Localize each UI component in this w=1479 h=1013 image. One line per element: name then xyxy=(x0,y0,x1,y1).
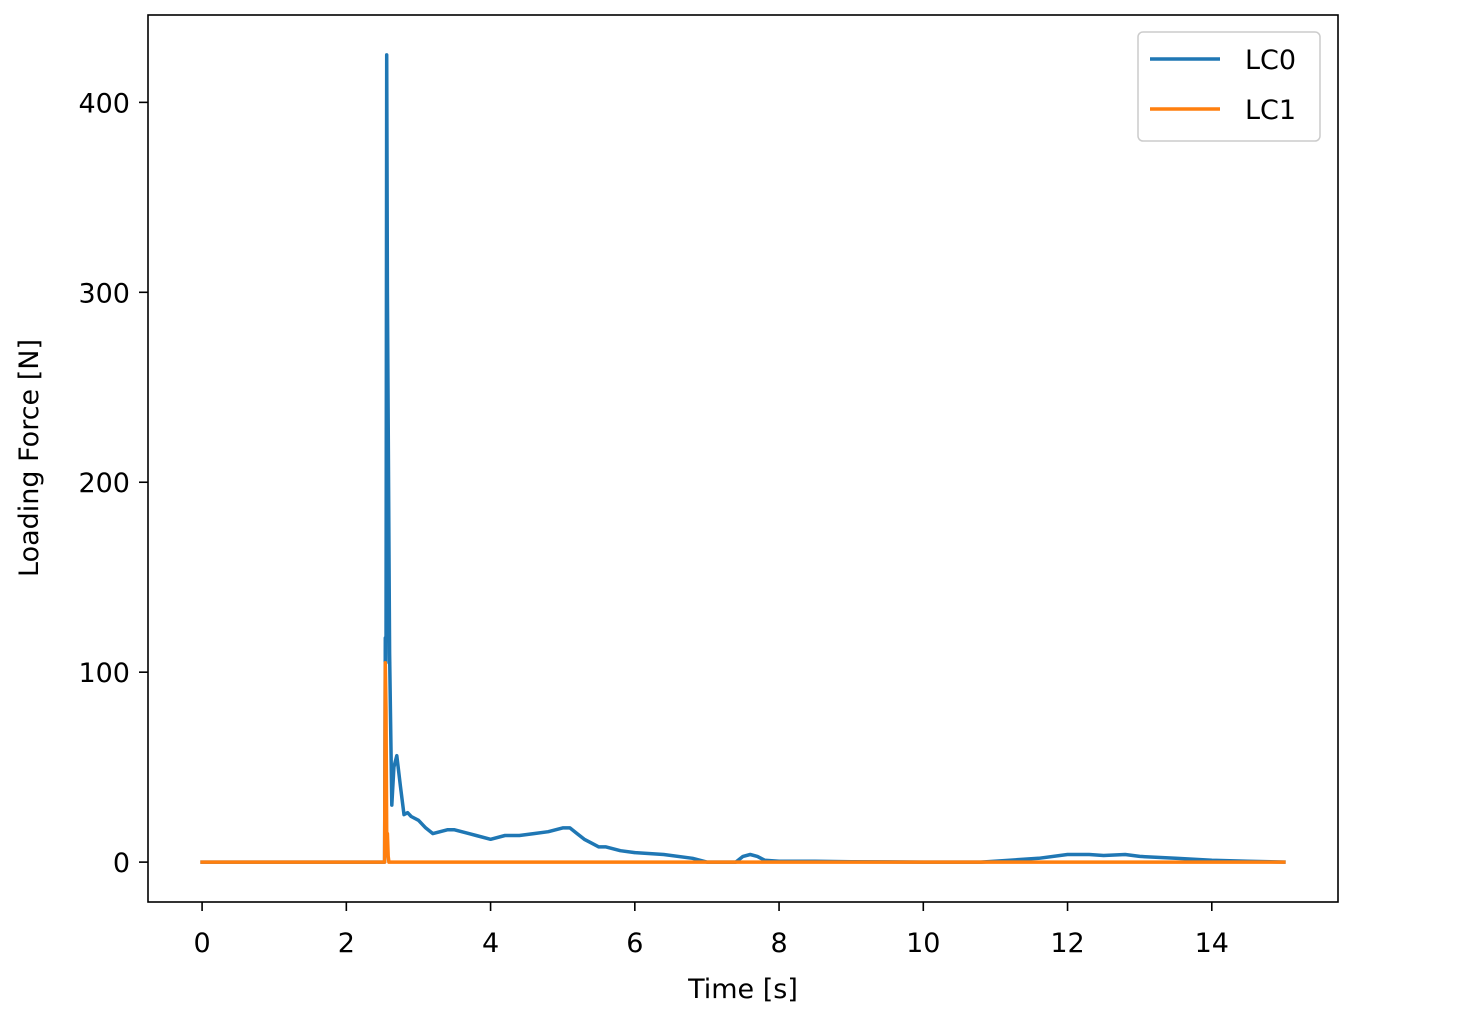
x-tick-label: 0 xyxy=(193,928,210,959)
series-line-lc1 xyxy=(200,660,1286,864)
x-tick-label: 12 xyxy=(1050,928,1084,959)
x-axis-label: Time [s] xyxy=(687,974,798,1005)
y-tick-label: 400 xyxy=(78,88,130,119)
x-tick-label: 6 xyxy=(626,928,643,959)
x-tick-label: 4 xyxy=(482,928,499,959)
x-tick-label: 14 xyxy=(1195,928,1229,959)
y-tick-label: 300 xyxy=(78,278,130,309)
plot-background xyxy=(148,15,1338,902)
y-tick-label: 100 xyxy=(78,658,130,689)
y-tick-label: 200 xyxy=(78,468,130,499)
x-axis: 0 2 4 6 8 10 12 14 xyxy=(193,902,1229,959)
plot-frame xyxy=(147,14,1339,903)
x-tick-label: 10 xyxy=(906,928,940,959)
legend: LC0 LC1 xyxy=(1137,31,1321,142)
legend-label-lc1: LC1 xyxy=(1245,95,1296,126)
legend-label-lc0: LC0 xyxy=(1245,45,1296,76)
y-axis: 0 100 200 300 400 xyxy=(78,88,148,879)
series-layer xyxy=(200,53,1286,864)
y-tick-label: 0 xyxy=(113,848,130,879)
y-axis-label: Loading Force [N] xyxy=(14,339,45,577)
x-tick-label: 2 xyxy=(338,928,355,959)
x-tick-label: 8 xyxy=(770,928,787,959)
